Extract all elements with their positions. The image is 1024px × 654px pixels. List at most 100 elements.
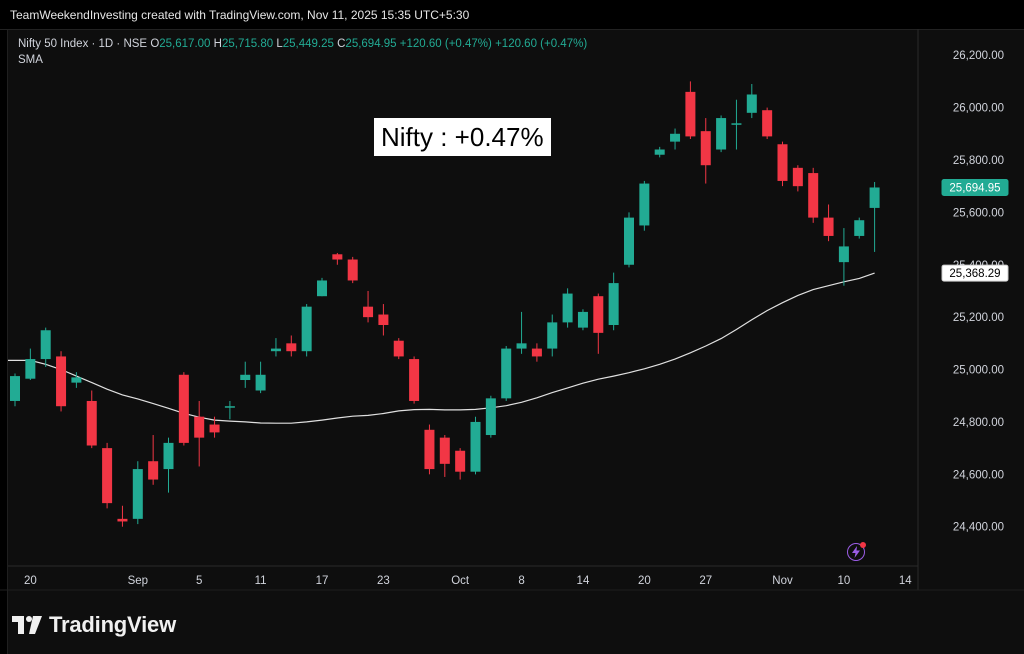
legend-symbol: Nifty 50 Index · 1D · NSE [18,38,148,50]
candle-up [577,311,588,328]
sma-line [8,272,875,424]
candle-up [869,187,880,208]
candle-up [163,442,174,470]
candle-up [562,293,573,323]
candle-down [762,110,773,137]
y-tick-label: 26,000.00 [953,103,1004,115]
attribution-text: TeamWeekendInvesting created with Tradin… [10,8,470,22]
annotation-label[interactable]: Nifty : +0.47% [374,118,551,156]
x-tick-label: 17 [316,575,329,587]
x-tick-label: Sep [128,575,148,587]
candle-down [102,448,113,504]
candle-down [424,429,435,470]
candle-down [531,348,542,357]
legend-low-value: 25,449.25 [282,38,334,50]
candle-up [639,183,650,226]
legend-change: +120.60 (+0.47%) [399,38,492,50]
y-tick-label: 24,600.00 [953,469,1004,481]
legend-close-label: C [337,38,346,50]
y-tick-label: 26,200.00 [953,50,1004,62]
lightning-icon[interactable] [847,542,866,561]
candle-down [286,343,297,352]
legend-high-label: H [213,38,222,50]
tradingview-logo-icon [12,616,42,634]
y-tick-label: 25,600.00 [953,207,1004,219]
candle-down [777,144,788,181]
sma-indicator-label[interactable]: SMA [18,54,43,66]
x-tick-label: 8 [518,575,524,587]
candle-down [209,424,220,433]
candle-up [547,322,558,349]
candle-up [716,118,727,150]
candle-down [792,167,803,187]
y-tick-label: 24,800.00 [953,417,1004,429]
candle-down [593,296,604,333]
sma-value-badge-label: 25,368.29 [949,268,1000,280]
legend-close-value: 25,694.95 [345,38,397,50]
candle-up [470,421,481,472]
x-tick-label: 20 [24,575,37,587]
x-tick-label: 14 [899,575,912,587]
candle-down [117,518,128,522]
candle-up [501,348,512,399]
candle-up [25,359,36,379]
y-tick-label: 25,800.00 [953,155,1004,167]
symbol-legend[interactable]: Nifty 50 Index · 1D · NSE O25,617.00 H25… [18,38,587,50]
candle-down [685,91,696,137]
candle-down [439,437,450,464]
x-tick-label: 23 [377,575,390,587]
candle-down [56,356,67,407]
candle-down [393,340,404,357]
header-bar: TeamWeekendInvesting created with Tradin… [0,0,1024,30]
candle-up [270,348,281,352]
candle-up [240,374,251,381]
x-tick-label: 10 [838,575,851,587]
candle-down [148,461,159,480]
x-tick-label: 5 [196,575,202,587]
candle-down [347,259,358,281]
candle-up [317,280,327,297]
candle-up [838,246,849,263]
candle-up [301,306,312,352]
y-tick-label: 25,000.00 [953,365,1004,377]
candle-down [178,374,189,443]
y-tick-label: 25,200.00 [953,312,1004,324]
legend-high-value: 25,715.80 [221,38,274,50]
candle-down [86,400,97,446]
x-tick-label: Oct [451,575,470,587]
candle-down [700,131,711,166]
candle-up [485,398,496,436]
candle-up [654,149,665,155]
candle-up [854,220,865,236]
candle-down [455,450,466,472]
candle-down [808,173,819,218]
legend-open-label: O [150,38,160,50]
x-tick-label: 27 [699,575,712,587]
tradingview-logo[interactable]: TradingView [12,612,176,638]
candle-down [823,217,834,236]
candle-up [40,330,51,360]
candle-down [332,254,343,260]
legend-change-2: +120.60 (+0.47%) [495,38,588,50]
candle-up [670,133,681,142]
last-price-badge-label: 25,694.95 [949,182,1000,194]
sma-value-badge-bg [941,264,1009,282]
candle-down [194,416,205,438]
candle-down [409,359,420,401]
x-tick-label: 11 [255,575,267,587]
candle-up [746,94,757,113]
legend-open-value: 25,617.00 [159,38,211,50]
candle-up [10,376,20,401]
legend-low-label: L [276,38,283,50]
candle-up [731,123,742,125]
x-tick-label: 20 [638,575,651,587]
candle-up [516,343,527,349]
y-tick-label: 24,400.00 [953,522,1004,534]
tradingview-wordmark: TradingView [49,612,176,637]
candle-down [363,306,374,318]
notification-dot [860,542,866,548]
candle-up [608,283,619,326]
candle-up [132,469,143,519]
last-price-badge-bg [941,178,1009,196]
